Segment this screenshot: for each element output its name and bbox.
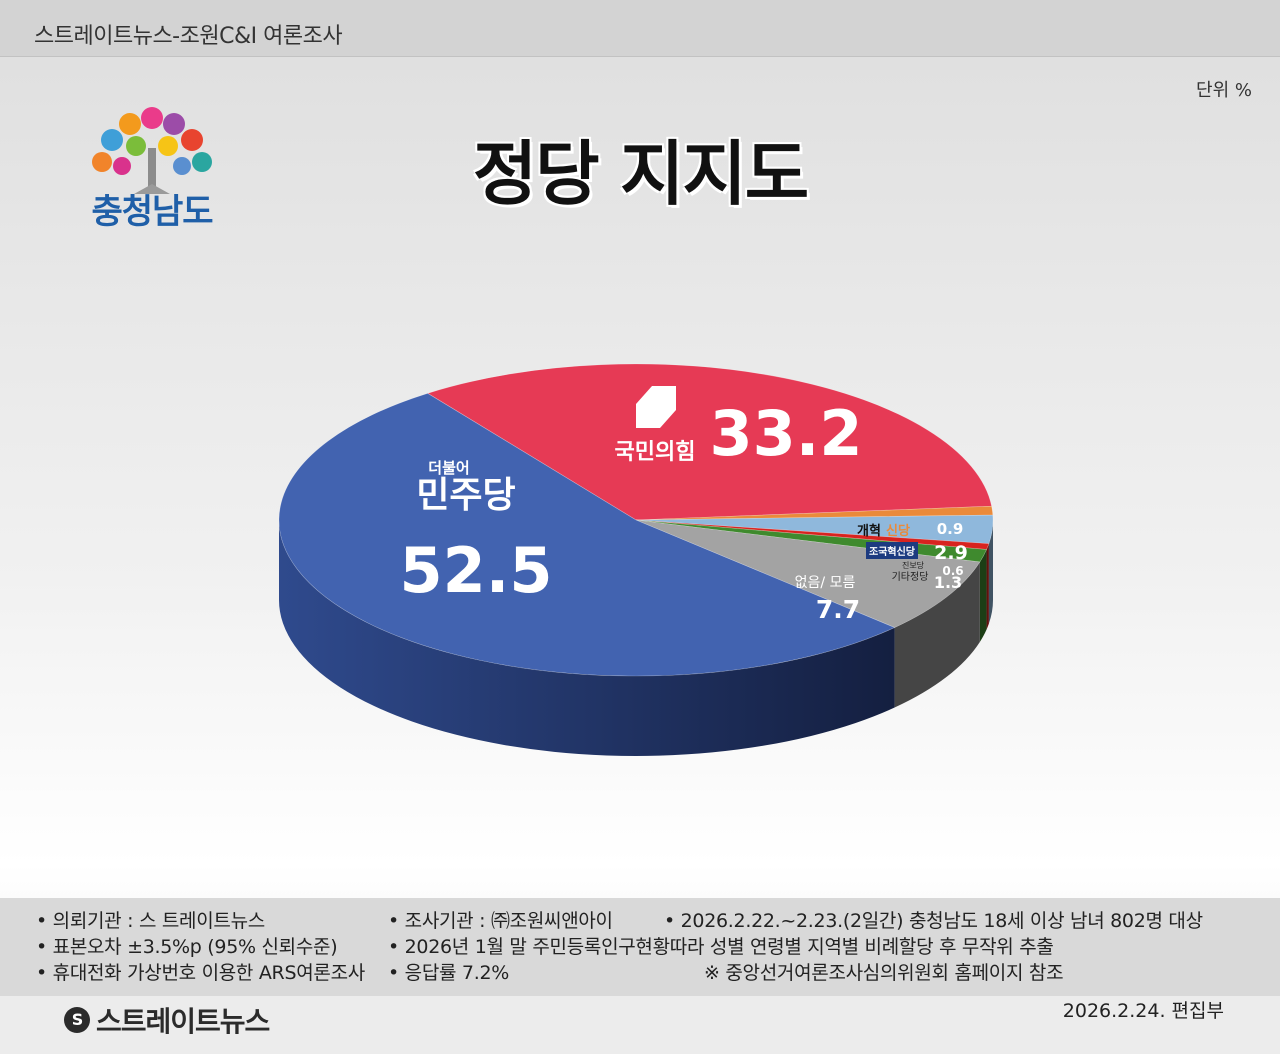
ppp-label: 국민의힘 — [615, 440, 696, 465]
other-label: 기타정당 — [892, 571, 929, 583]
pie-side-기타정당 — [979, 549, 987, 642]
pie-slice-조국혁신당 — [635, 514, 994, 544]
pie-slice-국민의힘 — [426, 363, 992, 521]
bottom-bar — [0, 996, 1280, 1054]
pie-slice-개혁신당 — [635, 505, 994, 521]
brand-s-icon: S — [64, 1007, 90, 1033]
note-method: • 휴대전화 가상번호 이용한 ARS여론조사 — [36, 962, 365, 984]
pie-side-없음-모름 — [894, 561, 980, 708]
note-response: • 응답률 7.2% — [388, 962, 509, 984]
note-period: • 2026.2.22.~2.23.(2일간) 충청남도 18세 이상 남녀 8… — [664, 910, 1203, 932]
brand-name: 스트레이트뉴스 — [96, 1005, 270, 1038]
dem-small-label: 더불어 — [428, 459, 469, 477]
pie-slice-민주당 — [278, 392, 896, 677]
date-editor: 2026.2.24. 편집부 — [1062, 1000, 1224, 1022]
header-bar: 스트레이트뉴스-조원C&I 여론조사 — [0, 0, 1280, 57]
note-agency: • 조사기관 : ㈜조원씨앤아이 — [388, 910, 613, 932]
none-value: 7.7 — [816, 595, 860, 624]
none-label: 없음/ 모름 — [795, 575, 856, 591]
note-client: • 의뢰기관 : 스 트레이트뉴스 — [36, 910, 265, 932]
pie-slice-없음-모름 — [635, 519, 981, 628]
chart-title: 정당 지지도 — [472, 133, 809, 215]
reform-label-b: 신당 — [886, 523, 910, 539]
note-sampling: • 2026년 1월 말 주민등록인구현황따라 성별 연령별 지역별 비례할당 … — [388, 936, 1054, 958]
brand-logo: S 스트레이트뉴스 — [64, 1000, 270, 1040]
rebuild-badge — [866, 542, 918, 559]
note-reference: ※ 중앙선거여론조사심의위원회 홈페이지 참조 — [704, 962, 1064, 984]
unit-label: 단위 % — [1196, 80, 1252, 101]
header-title: 스트레이트뉴스-조원C&I 여론조사 — [34, 24, 343, 49]
dem-value: 52.5 — [400, 534, 553, 607]
pie-layer — [278, 363, 994, 756]
rebuild-value: 2.9 — [934, 542, 968, 564]
note-margin: • 표본오차 ±3.5%p (95% 신뢰수준) — [36, 936, 338, 958]
progressive-value: 0.6 — [942, 564, 963, 578]
survey-notes: • 의뢰기관 : 스 트레이트뉴스 • 조사기관 : ㈜조원씨앤아이 • 202… — [0, 898, 1280, 996]
pie-side-조국혁신당 — [988, 520, 993, 624]
logo-text: 충청남도 — [91, 192, 213, 232]
dem-label: 민주당 — [416, 475, 515, 516]
rebuild-label: 조국혁신당 — [869, 545, 916, 558]
ppp-logo-icon — [636, 386, 676, 428]
pie-side-민주당 — [278, 520, 895, 756]
ppp-value: 33.2 — [710, 397, 863, 470]
chungnam-logo-tree — [92, 107, 212, 194]
other-value: 1.3 — [934, 573, 962, 592]
reform-label-a: 개혁 — [857, 523, 881, 539]
progressive-label: 진보당 — [902, 560, 925, 570]
reform-value: 0.9 — [937, 520, 964, 538]
pie-side-진보당 — [986, 543, 989, 630]
